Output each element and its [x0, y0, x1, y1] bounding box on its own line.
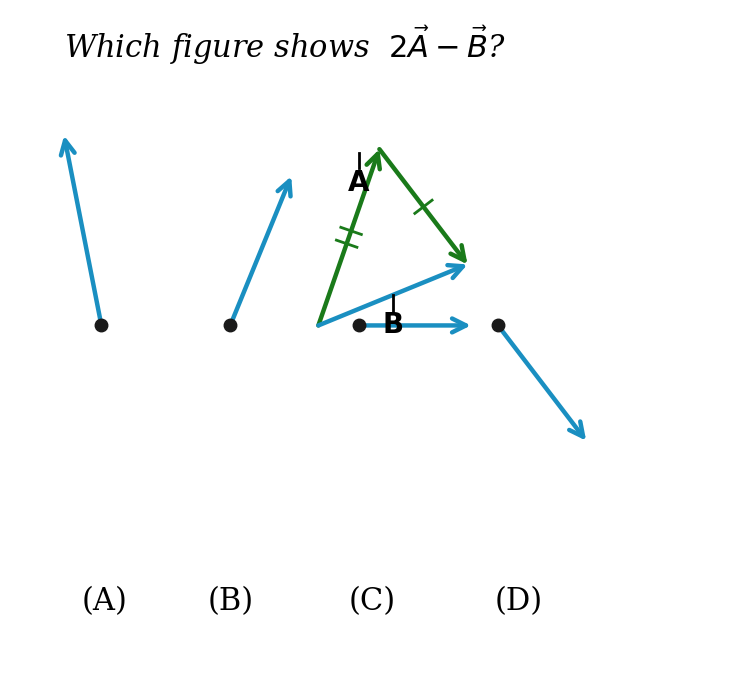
Text: $\mathbf{A}$: $\mathbf{A}$: [347, 169, 371, 197]
Text: (C): (C): [349, 586, 396, 617]
Text: (D): (D): [494, 586, 542, 617]
Text: $\mathbf{B}$: $\mathbf{B}$: [382, 311, 404, 340]
Text: (B): (B): [207, 586, 253, 617]
Text: Which figure shows  $2\vec{A}-\vec{B}$?: Which figure shows $2\vec{A}-\vec{B}$?: [64, 24, 506, 66]
Text: (A): (A): [82, 586, 128, 617]
